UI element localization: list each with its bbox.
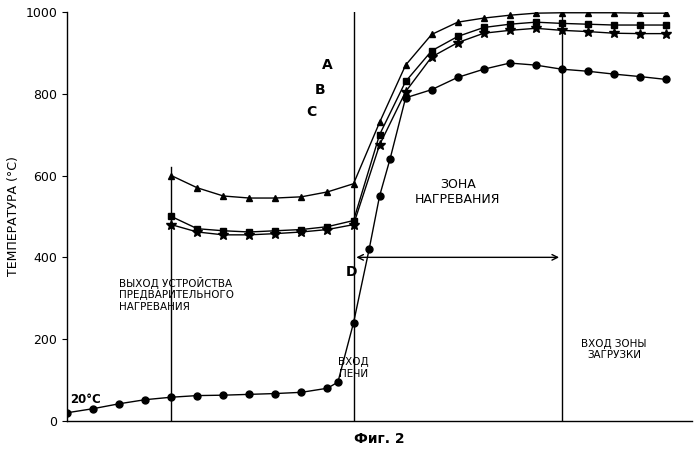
Text: ЗОНА
НАГРЕВАНИЯ: ЗОНА НАГРЕВАНИЯ [415,178,500,206]
Text: ВХОД
ПЕЧИ: ВХОД ПЕЧИ [338,357,369,379]
Text: ВЫХОД УСТРОЙСТВА
ПРЕДВАРИТЕЛЬНОГО
НАГРЕВАНИЯ: ВЫХОД УСТРОЙСТВА ПРЕДВАРИТЕЛЬНОГО НАГРЕВ… [119,276,234,312]
Text: A: A [322,58,333,72]
X-axis label: Фиг. 2: Фиг. 2 [354,432,405,446]
Text: D: D [346,265,357,279]
Text: B: B [315,83,325,97]
Text: 20°С: 20°С [70,393,101,405]
Text: ВХОД ЗОНЫ
ЗАГРУЗКИ: ВХОД ЗОНЫ ЗАГРУЗКИ [581,338,647,360]
Y-axis label: ТЕМПЕРАТУРА (°С): ТЕМПЕРАТУРА (°С) [7,156,20,276]
Text: C: C [307,105,317,119]
